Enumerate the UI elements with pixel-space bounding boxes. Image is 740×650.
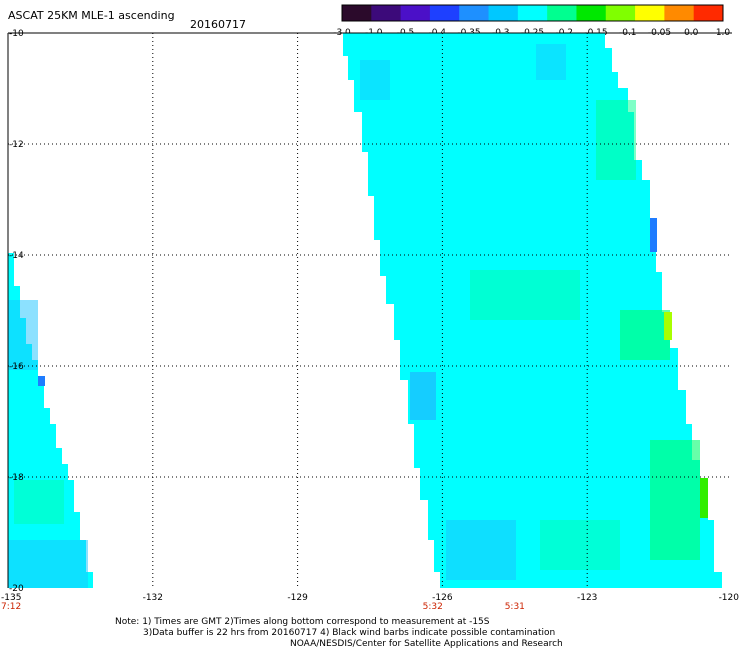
blue-patch — [410, 372, 436, 420]
lat-lon-grid — [8, 33, 732, 588]
colorbar-segment — [605, 5, 636, 21]
colorbar-segment — [576, 5, 607, 21]
map-date: 20160717 — [190, 18, 246, 31]
longitude-label: -135 — [1, 593, 21, 603]
longitude-label: -123 — [577, 593, 597, 603]
time-label: 7:12 — [1, 602, 21, 612]
blue-patch — [360, 60, 390, 100]
green-patch — [620, 310, 670, 360]
longitude-label: -126 — [432, 593, 453, 603]
colorbar-segment — [459, 5, 490, 21]
swath-layer — [8, 33, 722, 588]
latitude-label: -18 — [9, 473, 24, 483]
map-title: ASCAT 25KM MLE-1 ascending — [8, 9, 175, 22]
colorbar-segment — [488, 5, 519, 21]
colorbar-segment — [517, 5, 548, 21]
longitude-label: -120 — [719, 593, 740, 603]
footer-note-line-2: 3)Data buffer is 22 hrs from 20160717 4)… — [143, 628, 556, 638]
latitude-label: -10 — [9, 29, 24, 39]
yellow-patch — [700, 478, 708, 518]
blue-patch — [650, 218, 657, 252]
blue-patch — [8, 300, 38, 370]
latitude-label: -12 — [9, 140, 24, 150]
green-patch — [470, 270, 580, 320]
colorbar-segment — [429, 5, 460, 21]
blue-patch — [38, 376, 45, 386]
time-label: 5:32 — [423, 602, 443, 612]
colorbar-segment — [693, 5, 724, 21]
green-patch — [596, 100, 636, 180]
blue-patch — [536, 44, 566, 80]
time-label: 5:31 — [505, 602, 525, 612]
longitude-label: -132 — [143, 593, 163, 603]
map-frame — [7, 32, 732, 588]
colorbar-segment — [342, 5, 372, 21]
latitude-label: -20 — [9, 584, 24, 594]
colorbar-segment — [371, 5, 402, 21]
colorbar-segment — [664, 5, 695, 21]
latitude-label: -16 — [9, 362, 24, 372]
latitude-labels: -10 -12 -14 -16 -18 -20 — [9, 29, 24, 594]
green-patch — [540, 520, 620, 570]
colorbar-segment — [400, 5, 431, 21]
footer-note-line-1: Note: 1) Times are GMT 2)Times along bot… — [115, 617, 490, 627]
time-labels: 7:12 5:32 5:31 — [1, 602, 525, 612]
colorbar-border — [341, 4, 724, 22]
green-patch — [650, 440, 700, 560]
green-patch — [14, 480, 64, 524]
footer-note-line-3: NOAA/NESDIS/Center for Satellite Applica… — [290, 639, 563, 649]
latitude-label: -14 — [9, 251, 24, 261]
longitude-labels: -135 -132 -129 -126 -123 -120 — [1, 593, 739, 603]
colorbar-segment — [635, 5, 665, 21]
blue-patch — [446, 520, 516, 580]
yellow-patch — [664, 312, 672, 340]
longitude-label: -129 — [287, 593, 308, 603]
colorbar-segment — [547, 5, 577, 21]
blue-patch — [8, 540, 88, 588]
